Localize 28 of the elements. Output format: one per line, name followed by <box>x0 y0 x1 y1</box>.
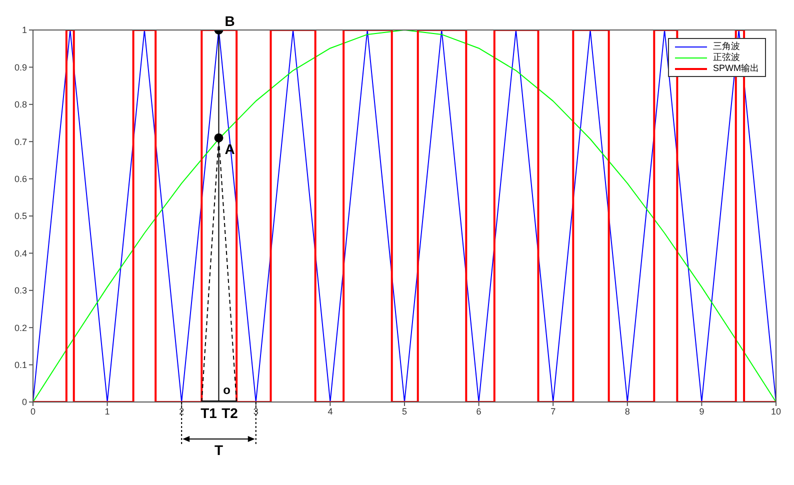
x-tick-label: 0 <box>30 406 36 416</box>
legend-label: 三角波 <box>713 41 740 52</box>
x-tick-label: 5 <box>402 406 408 416</box>
legend-label: SPWM输出 <box>713 63 759 74</box>
legend-label: 正弦波 <box>713 52 740 63</box>
x-tick-label: 8 <box>624 406 630 416</box>
annotation: o <box>223 383 230 397</box>
x-tick-label: 10 <box>770 406 782 416</box>
x-tick-label: 9 <box>699 406 704 416</box>
x-tick-label: 1 <box>104 406 110 416</box>
x-tick-label: 6 <box>476 406 482 416</box>
y-tick-label: 0.7 <box>14 136 27 147</box>
y-tick-label: 0.3 <box>14 286 27 296</box>
y-tick-label: 0.5 <box>14 211 27 222</box>
y-tick-label: 0.8 <box>14 100 27 110</box>
annotation: B <box>224 13 235 29</box>
y-tick-label: 1 <box>22 25 27 36</box>
y-tick-label: 0.1 <box>14 360 27 370</box>
y-tick-label: 0.9 <box>14 62 27 72</box>
text: T <box>214 442 224 458</box>
text: T1 <box>200 405 218 421</box>
x-tick-label: 4 <box>328 406 333 416</box>
y-tick-label: 0.2 <box>14 322 27 333</box>
y-tick-label: 0 <box>22 397 27 408</box>
y-tick-label: 0.4 <box>14 248 27 258</box>
text: T2 <box>222 405 238 421</box>
x-tick-label: 7 <box>550 406 556 416</box>
y-tick-label: 0.6 <box>14 174 27 184</box>
